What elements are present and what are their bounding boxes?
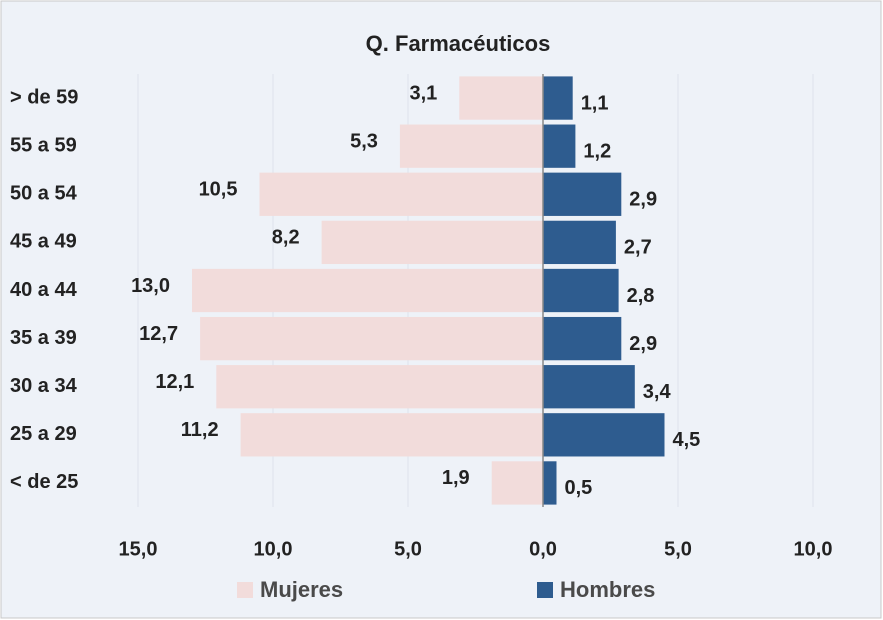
data-label: 10,5: [199, 179, 238, 201]
bar: [543, 268, 619, 313]
bar: [399, 124, 543, 168]
chart-title: Q. Farmacéuticos: [366, 31, 551, 56]
bar: [200, 316, 543, 361]
bar: [491, 461, 543, 505]
x-tick-label: 10,0: [254, 538, 293, 560]
bar: [543, 461, 557, 505]
category-label: 40 a 44: [10, 279, 78, 301]
data-label: 2,9: [629, 333, 657, 355]
data-label: 1,2: [583, 140, 611, 162]
category-label: 30 a 34: [10, 375, 78, 397]
data-label: 2,7: [624, 237, 652, 259]
category-label: < de 25: [10, 471, 78, 493]
category-label: 45 a 49: [10, 231, 77, 253]
data-label: 12,1: [155, 371, 194, 393]
x-tick-label: 5,0: [394, 538, 422, 560]
x-tick-label: 5,0: [664, 538, 692, 560]
legend-swatch: [237, 582, 253, 598]
category-label: > de 59: [10, 86, 78, 108]
data-label: 0,5: [565, 477, 593, 499]
data-label: 1,1: [581, 92, 609, 114]
category-label: 50 a 54: [10, 183, 78, 205]
bar: [543, 172, 622, 216]
x-tick-label: 0,0: [529, 538, 557, 560]
data-label: 4,5: [673, 429, 701, 451]
category-label: 55 a 59: [10, 134, 77, 156]
bar: [543, 316, 622, 361]
data-label: 2,9: [629, 189, 657, 211]
data-label: 8,2: [272, 227, 300, 249]
bar: [259, 172, 543, 216]
bar: [240, 413, 543, 457]
data-label: 3,4: [643, 381, 672, 403]
bar: [216, 365, 544, 409]
x-tick-label: 10,0: [794, 538, 833, 560]
data-label: 13,0: [131, 275, 170, 297]
category-label: 35 a 39: [10, 327, 77, 349]
legend-swatch: [537, 582, 553, 598]
legend-label: Mujeres: [260, 577, 343, 602]
category-label: 25 a 29: [10, 423, 77, 445]
x-tick-label: 15,0: [119, 538, 158, 560]
bar: [543, 76, 573, 120]
bar: [543, 220, 616, 265]
data-label: 3,1: [409, 82, 437, 104]
legend-label: Hombres: [560, 577, 655, 602]
data-label: 5,3: [350, 130, 378, 152]
bar: [543, 413, 665, 457]
bar: [543, 124, 576, 168]
bar: [543, 365, 635, 409]
bar: [321, 220, 543, 265]
data-label: 11,2: [181, 419, 219, 441]
bar: [192, 268, 543, 313]
data-label: 12,7: [139, 323, 178, 345]
data-label: 2,8: [627, 285, 655, 307]
bar: [459, 76, 543, 120]
data-label: 1,9: [442, 467, 470, 489]
